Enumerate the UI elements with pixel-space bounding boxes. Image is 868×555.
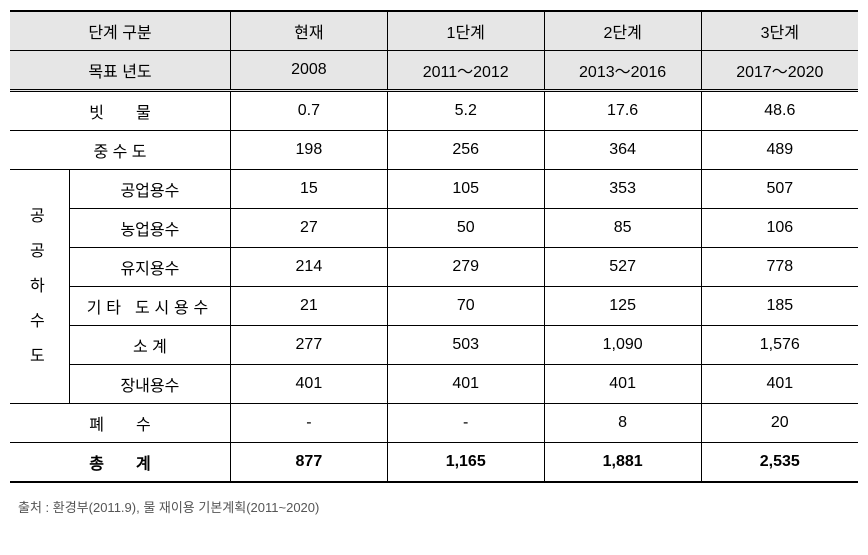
wastewater-v2: - bbox=[387, 404, 544, 443]
rainwater-v4: 48.6 bbox=[701, 91, 858, 131]
total-v3: 1,881 bbox=[544, 443, 701, 483]
header-stage1: 1단계 bbox=[387, 11, 544, 51]
rainwater-v2: 5.2 bbox=[387, 91, 544, 131]
wastewater-v4: 20 bbox=[701, 404, 858, 443]
table-row: 폐 수 - - 8 20 bbox=[10, 404, 858, 443]
maintenance-v1: 214 bbox=[230, 248, 387, 287]
other-city-v1: 21 bbox=[230, 287, 387, 326]
other-city-v4: 185 bbox=[701, 287, 858, 326]
maintenance-v2: 279 bbox=[387, 248, 544, 287]
source-citation: 출처 : 환경부(2011.9), 물 재이용 기본계획(2011~2020) bbox=[10, 497, 858, 516]
maintenance-v4: 778 bbox=[701, 248, 858, 287]
internal-v2: 401 bbox=[387, 365, 544, 404]
table-row: 중 수 도 198 256 364 489 bbox=[10, 131, 858, 170]
agricultural-v1: 27 bbox=[230, 209, 387, 248]
wastewater-v3: 8 bbox=[544, 404, 701, 443]
header-year-stage1: 2011～2012 bbox=[387, 51, 544, 91]
internal-v3: 401 bbox=[544, 365, 701, 404]
rainwater-label: 빗 물 bbox=[10, 91, 230, 131]
table-row-total: 총 계 877 1,165 1,881 2,535 bbox=[10, 443, 858, 483]
industrial-label: 공업용수 bbox=[69, 170, 230, 209]
header-stage3: 3단계 bbox=[701, 11, 858, 51]
agricultural-label: 농업용수 bbox=[69, 209, 230, 248]
industrial-v1: 15 bbox=[230, 170, 387, 209]
subtotal-label: 소 계 bbox=[69, 326, 230, 365]
industrial-v3: 353 bbox=[544, 170, 701, 209]
total-v1: 877 bbox=[230, 443, 387, 483]
agricultural-v4: 106 bbox=[701, 209, 858, 248]
other-city-v2: 70 bbox=[387, 287, 544, 326]
header-current: 현재 bbox=[230, 11, 387, 51]
header-year-stage2: 2013～2016 bbox=[544, 51, 701, 91]
header-stage2: 2단계 bbox=[544, 11, 701, 51]
total-v2: 1,165 bbox=[387, 443, 544, 483]
table-row: 농업용수 27 50 85 106 bbox=[10, 209, 858, 248]
subtotal-v1: 277 bbox=[230, 326, 387, 365]
greywater-v4: 489 bbox=[701, 131, 858, 170]
internal-v1: 401 bbox=[230, 365, 387, 404]
greywater-v1: 198 bbox=[230, 131, 387, 170]
agricultural-v3: 85 bbox=[544, 209, 701, 248]
header-stage-label: 단계 구분 bbox=[10, 11, 230, 51]
table-row: 공공하수도 공업용수 15 105 353 507 bbox=[10, 170, 858, 209]
internal-v4: 401 bbox=[701, 365, 858, 404]
table-row: 빗 물 0.7 5.2 17.6 48.6 bbox=[10, 91, 858, 131]
rainwater-v3: 17.6 bbox=[544, 91, 701, 131]
table-row: 기타 도시용수 21 70 125 185 bbox=[10, 287, 858, 326]
wastewater-v1: - bbox=[230, 404, 387, 443]
table-row: 유지용수 214 279 527 778 bbox=[10, 248, 858, 287]
industrial-v4: 507 bbox=[701, 170, 858, 209]
rainwater-v1: 0.7 bbox=[230, 91, 387, 131]
group-label: 공공하수도 bbox=[10, 170, 69, 404]
greywater-v2: 256 bbox=[387, 131, 544, 170]
greywater-label: 중 수 도 bbox=[10, 131, 230, 170]
table-row: 장내용수 401 401 401 401 bbox=[10, 365, 858, 404]
total-label: 총 계 bbox=[10, 443, 230, 483]
header-year-stage3: 2017～2020 bbox=[701, 51, 858, 91]
header-target-year: 목표 년도 bbox=[10, 51, 230, 91]
water-reuse-table: 단계 구분 현재 1단계 2단계 3단계 목표 년도 2008 2011～201… bbox=[10, 10, 858, 483]
greywater-v3: 364 bbox=[544, 131, 701, 170]
header-year-current: 2008 bbox=[230, 51, 387, 91]
total-v4: 2,535 bbox=[701, 443, 858, 483]
industrial-v2: 105 bbox=[387, 170, 544, 209]
wastewater-label: 폐 수 bbox=[10, 404, 230, 443]
maintenance-v3: 527 bbox=[544, 248, 701, 287]
subtotal-v3: 1,090 bbox=[544, 326, 701, 365]
internal-label: 장내용수 bbox=[69, 365, 230, 404]
other-city-v3: 125 bbox=[544, 287, 701, 326]
table-row: 소 계 277 503 1,090 1,576 bbox=[10, 326, 858, 365]
maintenance-label: 유지용수 bbox=[69, 248, 230, 287]
agricultural-v2: 50 bbox=[387, 209, 544, 248]
other-city-label: 기타 도시용수 bbox=[69, 287, 230, 326]
subtotal-v4: 1,576 bbox=[701, 326, 858, 365]
subtotal-v2: 503 bbox=[387, 326, 544, 365]
